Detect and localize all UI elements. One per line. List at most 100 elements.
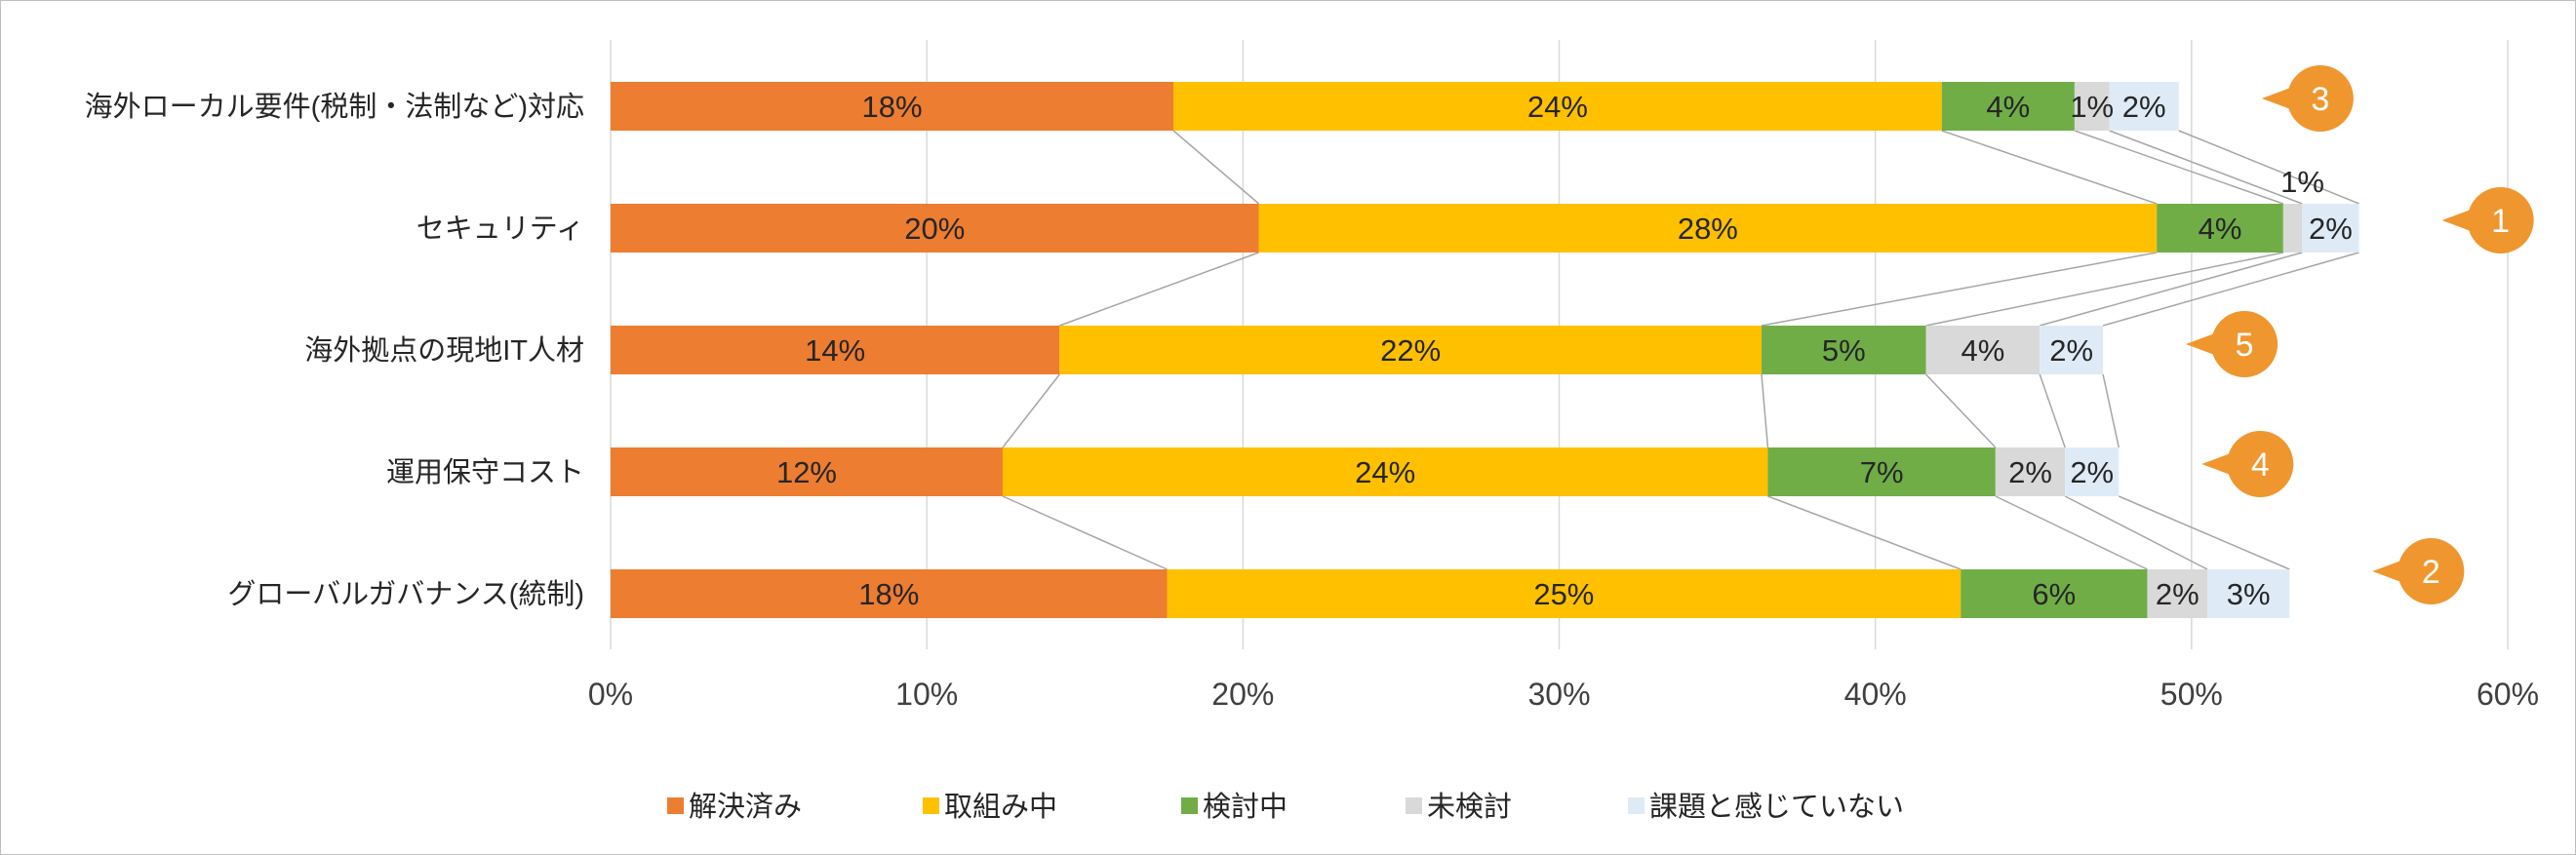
bar-segment-0-0	[611, 82, 1174, 131]
series-line-2-0	[2074, 130, 2284, 205]
legend-label-3: 未検討	[1427, 791, 1512, 823]
data-label-1-4: 2%	[2309, 212, 2353, 246]
rank-badge-label-2: 5	[2236, 327, 2254, 364]
series-line-4-2	[2102, 373, 2120, 448]
series-line-2-1	[1925, 252, 2283, 327]
legend-item-3: 未検討	[1406, 791, 1512, 823]
rank-badge-pointer-1	[2441, 209, 2474, 232]
series-line-3-3	[2064, 495, 2208, 570]
rank-badge-pointer-0	[2261, 87, 2293, 110]
data-label-4-4: 3%	[2227, 577, 2271, 611]
series-line-3-0	[2109, 130, 2303, 205]
data-label-1-2: 4%	[2199, 212, 2242, 246]
series-line-2-2	[1924, 373, 1997, 448]
data-label-1-1: 28%	[1678, 212, 1738, 246]
data-label-2-0: 14%	[805, 333, 865, 368]
rank-badge-pointer-4	[2372, 560, 2404, 583]
bar-segment-2-3	[1925, 326, 2041, 374]
series-line-2-3	[1995, 495, 2148, 570]
legend-label-2: 検討中	[1203, 791, 1288, 823]
data-label-2-2: 5%	[1822, 333, 1866, 368]
series-line-0-1	[1059, 252, 1259, 327]
category-label-0: 海外ローカル要件(税制・法制など)対応	[85, 91, 584, 123]
data-label-3-0: 12%	[776, 455, 837, 489]
series-line-1-1	[1761, 252, 2158, 327]
rank-badges: 3 1 5 4 2	[2186, 65, 2534, 604]
data-label-2-3: 4%	[1961, 333, 2004, 368]
legend-swatch-1	[923, 797, 939, 814]
bar-segment-0-4	[2109, 82, 2179, 131]
x-tick-label-6: 60%	[2477, 677, 2539, 712]
series-line-0-2	[1002, 373, 1060, 448]
rank-badge-label-4: 2	[2422, 554, 2440, 591]
bar-segment-4-2	[1961, 569, 2148, 618]
bar-segment-3-4	[2065, 447, 2120, 496]
legend-label-1: 取組み中	[944, 791, 1057, 823]
data-label-4-0: 18%	[858, 577, 919, 611]
legend-swatch-2	[1181, 797, 1198, 814]
rank-badge-label-0: 3	[2311, 81, 2329, 118]
data-label-0-3: 1%	[2070, 90, 2114, 124]
data-label-3-3: 2%	[2008, 455, 2052, 489]
data-label-0-1: 24%	[1527, 90, 1588, 124]
x-tick-label-0: 0%	[588, 677, 633, 712]
data-label-1-0: 20%	[904, 212, 965, 246]
category-label-1: セキュリティ	[416, 214, 584, 245]
legend-swatch-3	[1406, 797, 1422, 814]
legend: 解決済み 取組み中 検討中 未検討 課題と感じていない	[667, 791, 1904, 823]
series-line-3-2	[2039, 373, 2066, 448]
rank-badge-pointer-3	[2201, 452, 2234, 476]
bar-segment-2-2	[1761, 326, 1926, 374]
rank-badge-circle-1	[2467, 187, 2534, 253]
legend-item-4: 課題と感じていない	[1628, 791, 1904, 823]
legend-item-1: 取組み中	[923, 791, 1057, 823]
series-line-3-1	[2040, 252, 2303, 327]
data-label-3-1: 24%	[1355, 455, 1415, 489]
series-line-1-2	[1761, 373, 1769, 448]
bar-segment-4-3	[2147, 569, 2208, 618]
data-label-1-3: 1%	[2280, 165, 2324, 199]
x-tick-label-1: 10%	[895, 677, 958, 712]
category-label-3: 運用保守コスト	[386, 456, 584, 488]
rank-badge-2: 5	[2186, 311, 2279, 377]
bar-segment-0-2	[1941, 82, 2075, 131]
bar-segment-3-1	[1002, 447, 1768, 496]
bar-segment-1-3	[2282, 204, 2303, 253]
category-label-2: 海外拠点の現地IT人材	[304, 334, 584, 367]
category-labels: 海外ローカル要件(税制・法制など)対応セキュリティ海外拠点の現地IT人材運用保守…	[85, 91, 584, 610]
bar-segment-1-2	[2157, 204, 2283, 253]
series-line-4-1	[2102, 252, 2359, 327]
segment-labels: 18% 24% 4% 1% 2%20% 28% 4%1%2%14% 22% 5% 4% 2%12% 2…	[776, 90, 2353, 611]
rank-badge-0: 3	[2261, 65, 2354, 132]
rank-badge-circle-3	[2227, 431, 2294, 497]
rank-badge-label-1: 1	[2491, 203, 2510, 240]
bar-segment-2-0	[611, 326, 1060, 374]
data-label-0-0: 18%	[861, 90, 922, 124]
x-tick-label-2: 20%	[1211, 677, 1274, 712]
bar-segment-2-4	[2040, 326, 2104, 374]
bar-segment-3-2	[1767, 447, 1996, 496]
data-label-0-2: 4%	[1986, 90, 2030, 124]
series-line-0-3	[1002, 495, 1168, 570]
bar-segment-0-1	[1173, 82, 1942, 131]
data-label-4-3: 2%	[2156, 577, 2200, 611]
series-lines	[1002, 130, 2359, 570]
series-line-4-0	[2178, 130, 2359, 205]
x-tick-label-4: 40%	[1844, 677, 1907, 712]
bar-segment-0-3	[2074, 82, 2110, 131]
x-axis-ticks: 0% 10% 20% 30% 40% 50% 60%	[588, 677, 2539, 712]
x-tick-label-5: 50%	[2160, 677, 2223, 712]
bar-segment-1-4	[2302, 204, 2359, 253]
series-line-0-0	[1172, 130, 1260, 205]
legend-label-4: 課題と感じていない	[1649, 791, 1904, 823]
data-label-4-1: 25%	[1533, 577, 1594, 611]
series-line-1-3	[1767, 495, 1962, 570]
bar-segment-1-0	[611, 204, 1259, 253]
data-label-4-2: 6%	[2032, 577, 2076, 611]
bar-segment-3-0	[611, 447, 1003, 496]
legend-swatch-4	[1628, 797, 1645, 814]
bars	[611, 82, 2359, 618]
data-label-0-4: 2%	[2122, 90, 2166, 124]
